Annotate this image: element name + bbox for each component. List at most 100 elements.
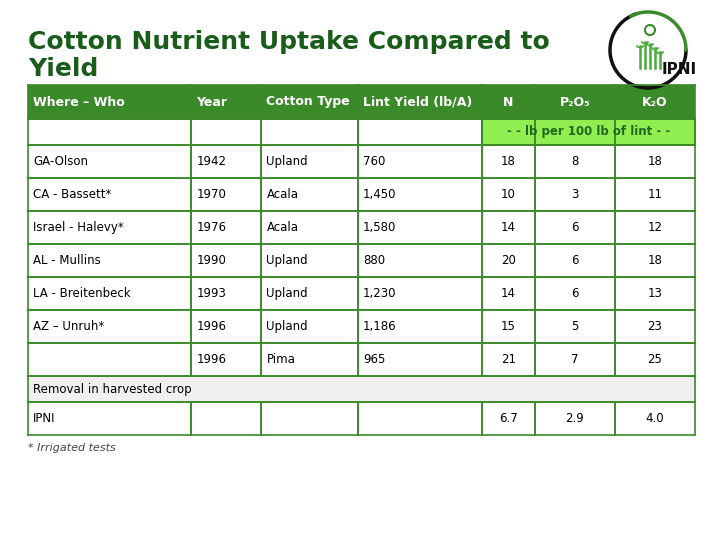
Text: 1,186: 1,186 (363, 320, 397, 333)
Text: Israel - Halevy*: Israel - Halevy* (33, 221, 124, 234)
Bar (358, 211, 482, 244)
Text: K₂O: K₂O (642, 96, 667, 109)
Bar (261, 277, 358, 310)
Text: Pima: Pima (266, 353, 295, 366)
Bar (482, 85, 535, 119)
Text: P₂O₅: P₂O₅ (559, 96, 590, 109)
Text: 6: 6 (571, 254, 579, 267)
Bar (615, 343, 695, 376)
Text: Cotton Type: Cotton Type (266, 96, 350, 109)
Bar (192, 145, 261, 178)
Bar (615, 85, 695, 119)
Text: CA - Bassett*: CA - Bassett* (33, 188, 112, 201)
Text: 6: 6 (571, 221, 579, 234)
Text: 7: 7 (571, 353, 579, 366)
Bar (358, 85, 482, 119)
Text: Yield: Yield (28, 57, 99, 81)
Text: 880: 880 (363, 254, 385, 267)
Bar (192, 343, 261, 376)
Bar (482, 119, 535, 145)
Text: 1942: 1942 (197, 155, 226, 168)
Bar (261, 85, 358, 119)
Bar (261, 211, 358, 244)
Text: Removal in harvested crop: Removal in harvested crop (33, 382, 192, 395)
Bar (28, 277, 192, 310)
Text: 18: 18 (501, 155, 516, 168)
Text: 1996: 1996 (197, 320, 226, 333)
Text: Cotton Nutrient Uptake Compared to: Cotton Nutrient Uptake Compared to (28, 30, 550, 54)
Text: Acala: Acala (266, 188, 299, 201)
Text: - - lb per 100 lb of lint - -: - - lb per 100 lb of lint - - (507, 125, 670, 138)
Bar (28, 376, 695, 402)
Text: 10: 10 (501, 188, 516, 201)
Bar (358, 119, 482, 145)
Bar (482, 145, 535, 178)
Bar (261, 145, 358, 178)
Bar (535, 119, 615, 145)
Bar (261, 402, 358, 435)
Text: LA - Breitenbeck: LA - Breitenbeck (33, 287, 130, 300)
Text: Upland: Upland (266, 320, 308, 333)
Text: 760: 760 (363, 155, 385, 168)
Bar (482, 310, 535, 343)
Bar (358, 402, 482, 435)
Bar (28, 244, 192, 277)
Text: 18: 18 (647, 254, 662, 267)
Bar (28, 178, 192, 211)
Bar (192, 277, 261, 310)
Text: 1,450: 1,450 (363, 188, 397, 201)
Bar (358, 145, 482, 178)
Text: 1,230: 1,230 (363, 287, 397, 300)
Bar (615, 145, 695, 178)
Bar (358, 343, 482, 376)
Bar (615, 211, 695, 244)
Text: 13: 13 (647, 287, 662, 300)
Bar (192, 85, 261, 119)
Text: IPNI: IPNI (33, 412, 55, 425)
Bar (28, 402, 192, 435)
Text: 25: 25 (647, 353, 662, 366)
Bar (192, 211, 261, 244)
Text: Upland: Upland (266, 155, 308, 168)
Text: Lint Yield (lb/A): Lint Yield (lb/A) (363, 96, 472, 109)
Text: Upland: Upland (266, 287, 308, 300)
Bar (535, 310, 615, 343)
Bar (482, 119, 695, 145)
Bar (28, 211, 192, 244)
Text: * Irrigated tests: * Irrigated tests (28, 443, 116, 453)
Bar (535, 244, 615, 277)
Text: 12: 12 (647, 221, 662, 234)
Text: Upland: Upland (266, 254, 308, 267)
Text: Year: Year (197, 96, 228, 109)
Text: Acala: Acala (266, 221, 299, 234)
Bar (535, 85, 615, 119)
Text: AZ – Unruh*: AZ – Unruh* (33, 320, 104, 333)
Text: N: N (503, 96, 513, 109)
Bar (192, 244, 261, 277)
Text: 15: 15 (501, 320, 516, 333)
Bar (192, 119, 261, 145)
Text: AL - Mullins: AL - Mullins (33, 254, 101, 267)
Text: 1990: 1990 (197, 254, 226, 267)
Bar (358, 277, 482, 310)
Text: 1976: 1976 (197, 221, 226, 234)
Bar (535, 211, 615, 244)
Bar (535, 277, 615, 310)
Text: 8: 8 (571, 155, 579, 168)
Bar (358, 244, 482, 277)
Text: 1970: 1970 (197, 188, 226, 201)
Bar (358, 178, 482, 211)
Bar (482, 343, 535, 376)
Text: 1996: 1996 (197, 353, 226, 366)
Text: 5: 5 (571, 320, 579, 333)
Bar (28, 145, 192, 178)
Text: 6: 6 (571, 287, 579, 300)
Bar (535, 178, 615, 211)
Text: Where – Who: Where – Who (33, 96, 125, 109)
Bar (482, 178, 535, 211)
Bar (482, 277, 535, 310)
Bar (615, 244, 695, 277)
Text: 21: 21 (500, 353, 516, 366)
Bar (192, 178, 261, 211)
Bar (535, 402, 615, 435)
